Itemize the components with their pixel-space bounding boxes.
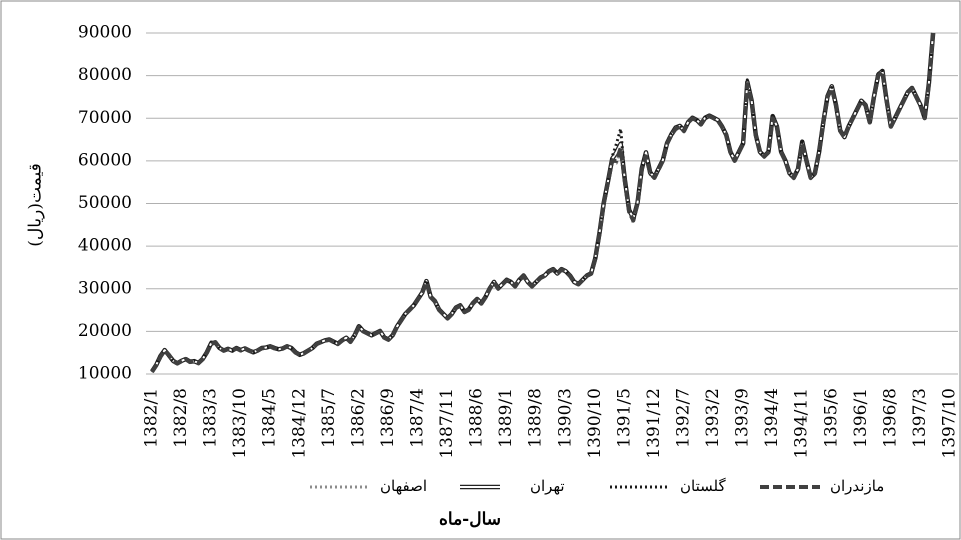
x-axis-label: سال-ماه	[439, 510, 501, 530]
x-tick-label: 1385/7	[319, 388, 339, 448]
y-tick-label: 80000	[78, 65, 132, 85]
x-tick-label: 1391/5	[614, 388, 634, 448]
x-tick-label: 1388/6	[467, 388, 487, 448]
x-tick-label: 1387/4	[408, 388, 428, 448]
x-tick-label: 1384/5	[260, 388, 280, 448]
x-tick-label: 1396/8	[880, 388, 900, 448]
x-tick-label: 1386/9	[378, 388, 398, 448]
x-tick-label: 1390/3	[555, 388, 575, 448]
legend-label: تهران	[530, 477, 565, 495]
y-tick-label: 90000	[78, 23, 132, 43]
x-tick-label: 1393/2	[703, 388, 723, 448]
legend-label: مازندران	[830, 477, 884, 495]
x-tick-label: 1389/8	[526, 388, 546, 448]
x-tick-label: 1382/8	[171, 388, 191, 448]
y-axis-label: قیمت(ریال)	[26, 163, 46, 247]
x-tick-label: 1390/10	[585, 388, 605, 459]
x-tick-label: 1391/12	[644, 388, 664, 459]
x-tick-label: 1397/3	[910, 388, 930, 448]
y-tick-label: 40000	[78, 236, 132, 256]
x-tick-label: 1384/12	[289, 388, 309, 459]
x-tick-label: 1396/1	[851, 388, 871, 448]
x-tick-label: 1389/1	[496, 388, 516, 448]
x-tick-label: 1394/11	[792, 388, 812, 459]
x-tick-label: 1386/2	[348, 388, 368, 448]
y-tick-label: 10000	[78, 364, 132, 384]
x-tick-label: 1387/11	[437, 388, 457, 459]
x-tick-label: 1392/7	[674, 388, 694, 448]
y-tick-label: 50000	[78, 193, 132, 213]
x-tick-label: 1393/9	[733, 388, 753, 448]
legend-label: اصفهان	[380, 477, 427, 495]
y-tick-label: 60000	[78, 150, 132, 170]
x-tick-label: 1394/4	[762, 388, 782, 448]
y-tick-label: 30000	[78, 278, 132, 298]
x-tick-label: 1395/6	[821, 388, 841, 448]
x-tick-label: 1383/10	[230, 388, 250, 459]
x-tick-label: 1382/1	[142, 388, 162, 448]
series-line	[150, 32, 936, 373]
y-tick-label: 70000	[78, 108, 132, 128]
x-tick-label: 1397/10	[940, 388, 960, 459]
x-tick-label: 1383/3	[201, 388, 221, 448]
y-tick-label: 20000	[78, 321, 132, 341]
legend-label: گلستان	[680, 477, 726, 495]
